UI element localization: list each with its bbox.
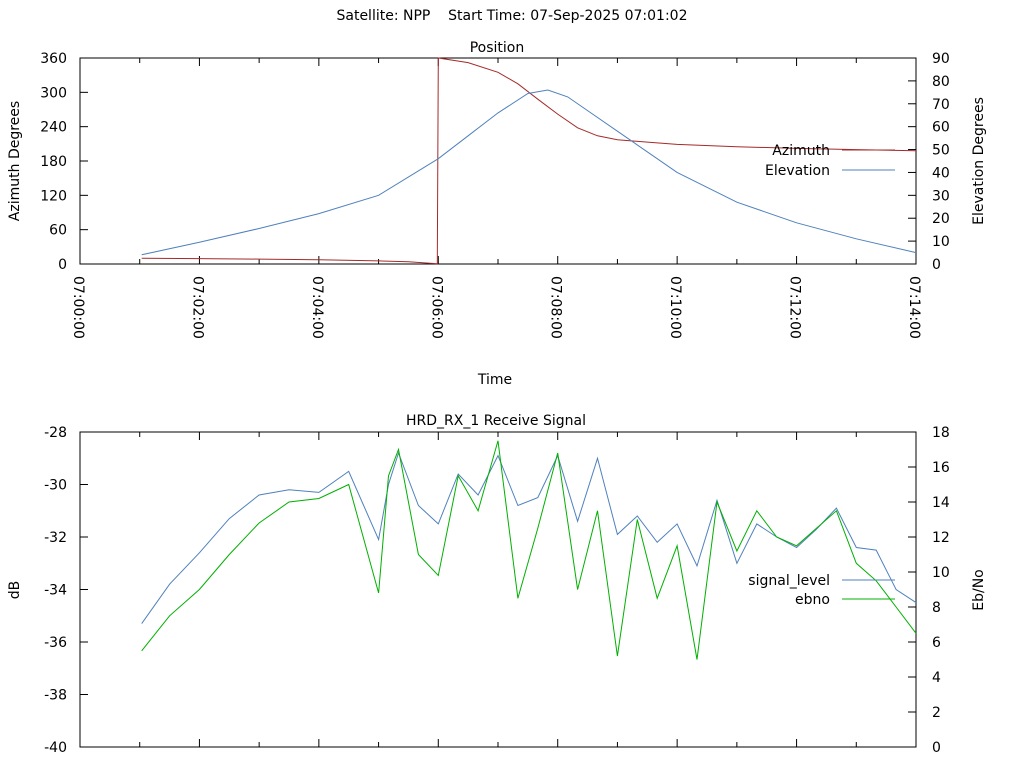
position-y-tick-labels: 0 60 120 180 240 300 360 xyxy=(40,51,67,273)
position-x-tick-label: 07:08:00 xyxy=(548,276,564,339)
signal-y2-tick-label: 4 xyxy=(932,670,941,686)
signal-y2-tick-label: 10 xyxy=(932,565,950,581)
signal-y2-tick-label: 18 xyxy=(932,425,950,441)
position-y-tick-label: 300 xyxy=(40,85,67,101)
signal-y-axis-label: dB xyxy=(7,581,23,600)
position-x-axis-label: Time xyxy=(477,372,512,388)
position-y2-tick-labels: 0 10 20 30 40 50 60 70 80 90 xyxy=(932,51,950,273)
position-y2-tick-label: 80 xyxy=(932,74,950,90)
signal-y2-tick-label: 8 xyxy=(932,600,941,616)
position-x-tick-label: 07:00:00 xyxy=(70,276,86,339)
position-series xyxy=(141,57,917,265)
position-y2-tick-label: 30 xyxy=(932,188,950,204)
signal-chart-title: HRD_RX_1 Receive Signal xyxy=(406,413,586,429)
signal-y-tick-label: -40 xyxy=(44,740,67,756)
position-x-tick-label: 07:04:00 xyxy=(309,276,325,339)
series-line-azimuth xyxy=(141,57,917,265)
signal-ticks xyxy=(79,431,917,748)
position-x-tick-label: 07:12:00 xyxy=(787,276,803,339)
position-y2-axis-label: Elevation Degrees xyxy=(971,97,987,225)
signal-y-tick-label: -30 xyxy=(44,478,67,494)
legend-label-azimuth: Azimuth xyxy=(772,143,830,159)
legend-label-signal-level: signal_level xyxy=(748,573,830,589)
position-ticks xyxy=(79,57,917,265)
position-plot-frame xyxy=(79,57,917,265)
signal-y-tick-label: -34 xyxy=(44,583,67,599)
legend-label-ebno: ebno xyxy=(795,592,830,608)
position-y2-tick-label: 0 xyxy=(932,257,941,273)
position-y2-tick-label: 50 xyxy=(932,143,950,159)
series-line-elevation xyxy=(141,89,917,256)
signal-y2-tick-label: 12 xyxy=(932,530,950,546)
position-y-tick-label: 120 xyxy=(40,188,67,204)
position-chart-title: Position xyxy=(470,40,525,56)
position-x-tick-label: 07:10:00 xyxy=(667,276,683,339)
signal-series xyxy=(141,440,917,660)
position-x-tick-label: 07:06:00 xyxy=(428,276,444,339)
position-x-tick-label: 07:14:00 xyxy=(906,276,922,339)
signal-y2-tick-labels: 0 2 4 6 8 10 12 14 16 18 xyxy=(932,425,950,756)
position-y-tick-label: 240 xyxy=(40,120,67,136)
signal-plot-frame xyxy=(79,431,917,748)
signal-y-tick-label: -28 xyxy=(44,425,67,441)
position-y2-tick-label: 70 xyxy=(932,97,950,113)
signal-legend: signal_level ebno xyxy=(748,573,895,608)
position-y2-tick-label: 60 xyxy=(932,120,950,136)
signal-y-tick-label: -36 xyxy=(44,635,67,651)
signal-y-tick-labels: -28 -30 -32 -34 -36 -38 -40 xyxy=(44,425,67,756)
signal-y2-tick-label: 14 xyxy=(932,495,950,511)
position-y2-tick-label: 20 xyxy=(932,211,950,227)
signal-chart: HRD_RX_1 Receive Signal -28-30-32-34-36-… xyxy=(7,413,987,756)
signal-y2-tick-label: 0 xyxy=(932,740,941,756)
signal-y-tick-label: -32 xyxy=(44,530,67,546)
position-chart: Position 0 60 120 180 240 300 360 0 10 20 30 40 50 6… xyxy=(7,40,987,388)
signal-y2-tick-label: 6 xyxy=(932,635,941,651)
figure-title: Satellite: NPP Start Time: 07-Sep-2025 0… xyxy=(336,8,688,24)
position-y-axis-label: Azimuth Degrees xyxy=(7,101,23,221)
signal-y2-tick-label: 2 xyxy=(932,705,941,721)
signal-y2-axis-label: Eb/No xyxy=(971,569,987,611)
position-y-tick-label: 0 xyxy=(58,257,67,273)
position-y2-tick-label: 40 xyxy=(932,165,950,181)
position-y-tick-label: 360 xyxy=(40,51,67,67)
position-legend: Azimuth Elevation xyxy=(765,143,895,179)
position-y-tick-label: 60 xyxy=(49,223,67,239)
legend-label-elevation: Elevation xyxy=(765,163,830,179)
signal-y-tick-label: -38 xyxy=(44,688,67,704)
position-x-tick-labels: 07:00:00 07:02:00 07:04:00 07:06:00 07:08:00… xyxy=(70,276,922,339)
series-line-ebno xyxy=(141,440,917,660)
signal-y2-tick-label: 16 xyxy=(932,460,950,476)
position-y2-tick-label: 90 xyxy=(932,51,950,67)
position-x-tick-label: 07:02:00 xyxy=(189,276,205,339)
position-y-tick-label: 180 xyxy=(40,154,67,170)
position-y2-tick-label: 10 xyxy=(932,234,950,250)
